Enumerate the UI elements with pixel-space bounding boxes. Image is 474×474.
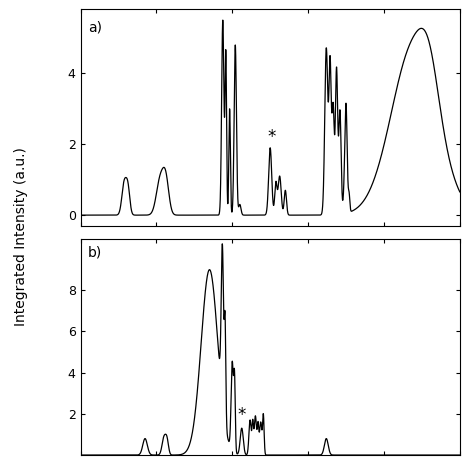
Text: Integrated Intensity (a.u.): Integrated Intensity (a.u.) bbox=[14, 147, 28, 327]
Text: *: * bbox=[268, 128, 276, 146]
Text: b): b) bbox=[88, 245, 102, 259]
Text: a): a) bbox=[88, 20, 102, 34]
Text: *: * bbox=[237, 406, 246, 424]
